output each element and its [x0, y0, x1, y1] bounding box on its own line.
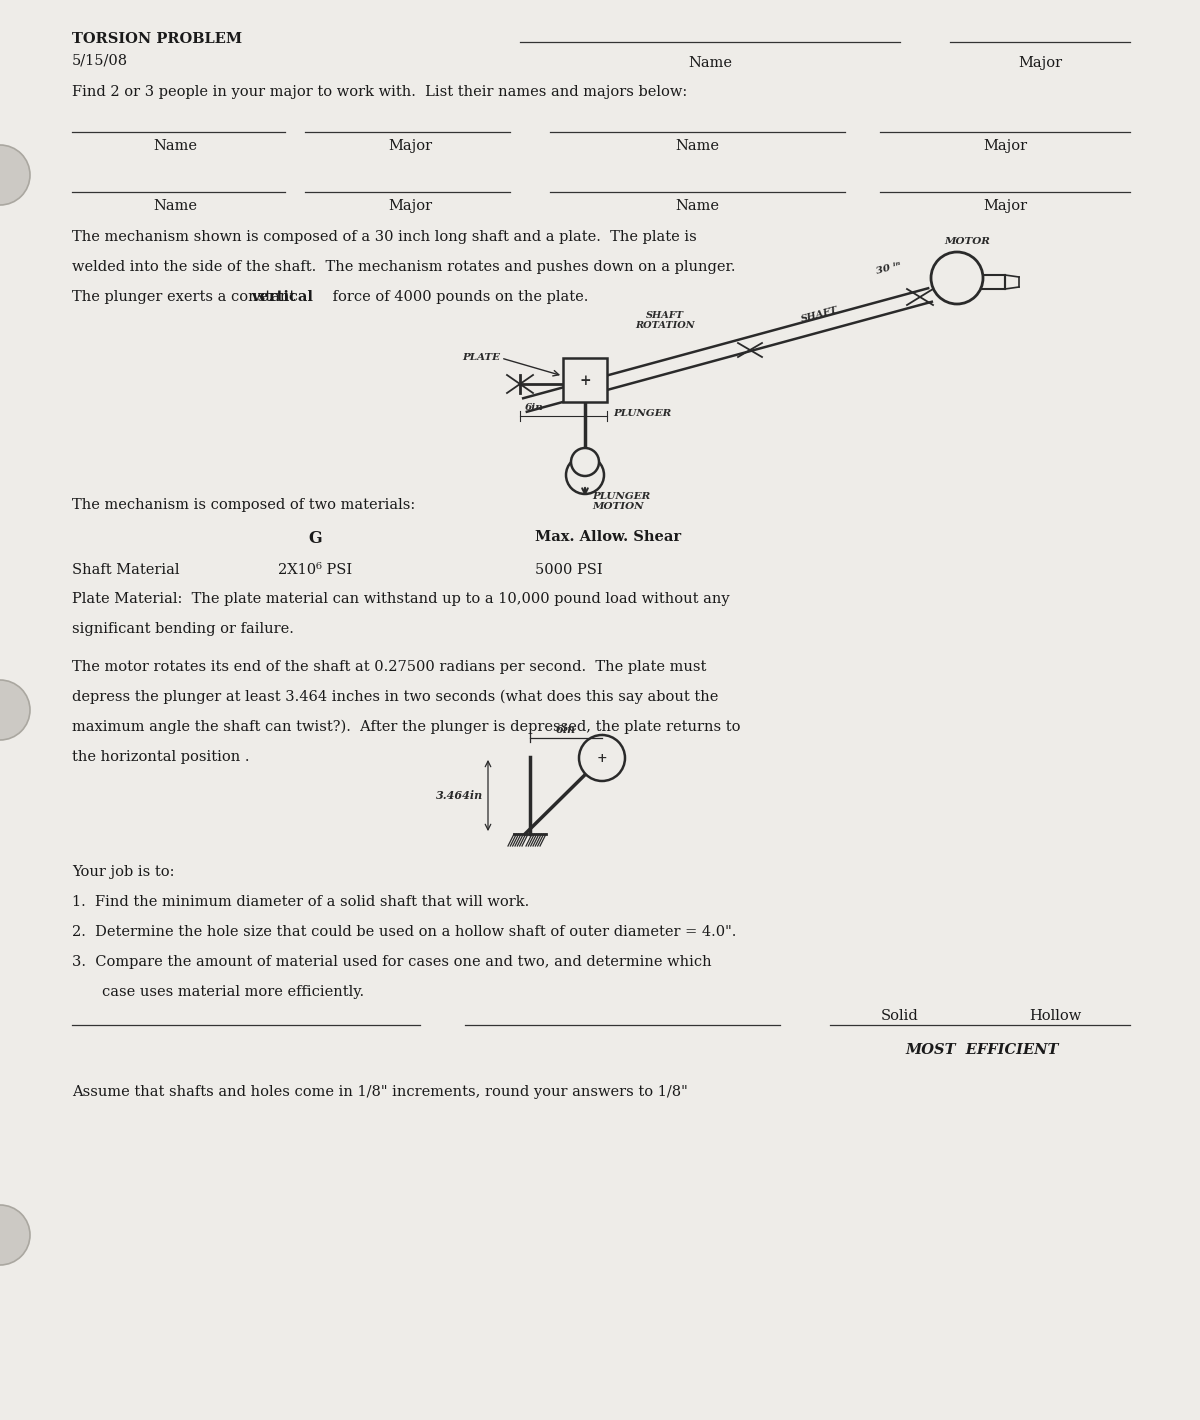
- Text: Name: Name: [154, 199, 197, 213]
- Text: maximum angle the shaft can twist?).  After the plunger is depressed, the plate : maximum angle the shaft can twist?). Aft…: [72, 720, 740, 734]
- Text: PLUNGER
MOTION: PLUNGER MOTION: [592, 491, 650, 511]
- Text: 2.  Determine the hole size that could be used on a hollow shaft of outer diamet: 2. Determine the hole size that could be…: [72, 924, 737, 939]
- Text: The motor rotates its end of the shaft at 0.27500 radians per second.  The plate: The motor rotates its end of the shaft a…: [72, 660, 707, 674]
- Text: 1.  Find the minimum diameter of a solid shaft that will work.: 1. Find the minimum diameter of a solid …: [72, 895, 529, 909]
- Text: Major: Major: [983, 139, 1027, 153]
- Text: The plunger exerts a constant: The plunger exerts a constant: [72, 290, 300, 304]
- Circle shape: [571, 447, 599, 476]
- Text: The mechanism shown is composed of a 30 inch long shaft and a plate.  The plate : The mechanism shown is composed of a 30 …: [72, 230, 697, 244]
- Bar: [563, 358, 607, 402]
- Text: G: G: [308, 530, 322, 547]
- Circle shape: [580, 736, 625, 781]
- Circle shape: [0, 1206, 30, 1265]
- Circle shape: [0, 145, 30, 204]
- Text: PLATE: PLATE: [462, 354, 500, 362]
- Text: 2X10⁶ PSI: 2X10⁶ PSI: [278, 562, 352, 577]
- Circle shape: [0, 680, 30, 740]
- Text: Major: Major: [983, 199, 1027, 213]
- Text: Hollow: Hollow: [1028, 1010, 1081, 1022]
- Text: depress the plunger at least 3.464 inches in two seconds (what does this say abo: depress the plunger at least 3.464 inche…: [72, 690, 719, 704]
- Text: Name: Name: [154, 139, 197, 153]
- Text: MOTOR: MOTOR: [944, 237, 990, 246]
- Text: 5000 PSI: 5000 PSI: [535, 562, 602, 577]
- Bar: [950, 275, 1006, 290]
- Text: the horizontal position .: the horizontal position .: [72, 750, 250, 764]
- Text: 3.464in: 3.464in: [436, 790, 482, 801]
- Text: Name: Name: [688, 55, 732, 70]
- Text: 30 ⁱⁿ: 30 ⁱⁿ: [875, 260, 902, 275]
- Text: Assume that shafts and holes come in 1/8" increments, round your answers to 1/8": Assume that shafts and holes come in 1/8…: [72, 1085, 688, 1099]
- Text: SHAFT: SHAFT: [800, 305, 839, 324]
- Text: welded into the side of the shaft.  The mechanism rotates and pushes down on a p: welded into the side of the shaft. The m…: [72, 260, 736, 274]
- Text: Find 2 or 3 people in your major to work with.  List their names and majors belo: Find 2 or 3 people in your major to work…: [72, 85, 688, 99]
- Text: 5/15/08: 5/15/08: [72, 54, 128, 68]
- Text: 6in: 6in: [556, 724, 576, 736]
- Text: MOST  EFFICIENT: MOST EFFICIENT: [905, 1044, 1058, 1056]
- Text: vertical: vertical: [252, 290, 313, 304]
- Text: Major: Major: [388, 199, 432, 213]
- Text: Name: Name: [674, 199, 719, 213]
- Text: The mechanism is composed of two materials:: The mechanism is composed of two materia…: [72, 498, 415, 513]
- Text: PLUNGER: PLUNGER: [613, 409, 671, 419]
- Text: Plate Material:  The plate material can withstand up to a 10,000 pound load with: Plate Material: The plate material can w…: [72, 592, 730, 606]
- Text: Your job is to:: Your job is to:: [72, 865, 174, 879]
- Text: Shaft Material: Shaft Material: [72, 562, 180, 577]
- Text: Major: Major: [1018, 55, 1062, 70]
- Text: SHAFT
ROTATION: SHAFT ROTATION: [635, 311, 695, 329]
- Text: significant bending or failure.: significant bending or failure.: [72, 622, 294, 636]
- Text: +: +: [580, 373, 590, 388]
- Circle shape: [566, 456, 604, 494]
- Text: Name: Name: [674, 139, 719, 153]
- Text: +: +: [596, 751, 607, 764]
- Text: force of 4000 pounds on the plate.: force of 4000 pounds on the plate.: [329, 290, 589, 304]
- Text: case uses material more efficiently.: case uses material more efficiently.: [102, 985, 364, 1000]
- Text: 3.  Compare the amount of material used for cases one and two, and determine whi: 3. Compare the amount of material used f…: [72, 956, 712, 968]
- Text: TORSION PROBLEM: TORSION PROBLEM: [72, 33, 242, 45]
- Circle shape: [931, 251, 983, 304]
- Text: Max. Allow. Shear: Max. Allow. Shear: [535, 530, 682, 544]
- Text: Solid: Solid: [881, 1010, 919, 1022]
- Text: 6in: 6in: [524, 403, 544, 412]
- Text: Major: Major: [388, 139, 432, 153]
